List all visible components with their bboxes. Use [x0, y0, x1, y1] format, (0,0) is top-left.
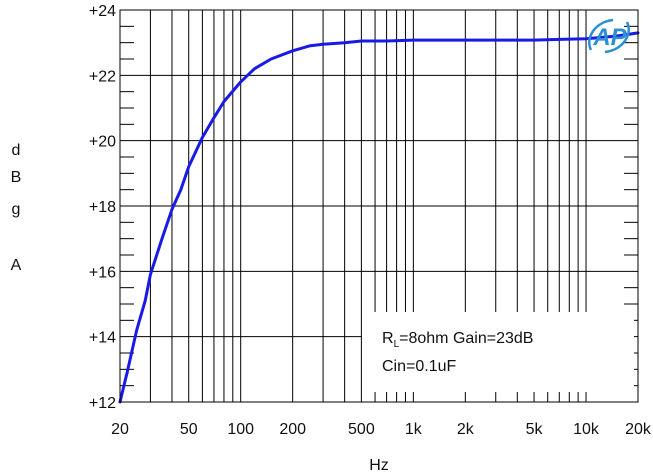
y-tick-labels: +12 +14 +16 +18 +20 +22 +24	[89, 3, 116, 412]
ap-logo-icon: AP	[588, 18, 630, 54]
legend-line-2: Cin=0.1uF	[382, 358, 457, 375]
x-tick-label: 10k	[573, 421, 600, 438]
y-axis-title-letter: d	[12, 142, 21, 159]
series-layer	[118, 31, 640, 404]
y-tick-label: +22	[89, 68, 116, 85]
y-tick-label: +12	[89, 395, 116, 412]
x-tick-label: 500	[348, 421, 375, 438]
y-tick-label: +14	[89, 330, 116, 347]
legend-r-subscript: L	[393, 339, 400, 351]
x-axis-title: Hz	[369, 457, 389, 474]
y-tick-label: +16	[89, 264, 116, 281]
y-axis-title-letter: B	[11, 169, 22, 186]
legend-r: R	[382, 330, 394, 347]
y-tick-label: +18	[89, 199, 116, 216]
x-tick-labels: 20 50 100 200 500 1k 2k 5k 10k 20k	[111, 421, 652, 438]
x-tick-label: 1k	[405, 421, 423, 438]
ap-logo-text: AP	[592, 24, 627, 51]
x-tick-label: 5k	[526, 421, 544, 438]
legend-box: RL=8ohm Gain=23dB Cin=0.1uF	[362, 312, 634, 392]
x-tick-label: 20k	[625, 421, 652, 438]
x-tick-label: 20	[111, 421, 129, 438]
legend-line-1-rest: =8ohm Gain=23dB	[399, 330, 534, 347]
y-axis-title: dBg A	[11, 142, 22, 274]
x-tick-label: 100	[227, 421, 254, 438]
y-tick-label: +24	[89, 3, 116, 20]
x-tick-label: 2k	[457, 421, 475, 438]
series-line	[118, 31, 640, 404]
plot-frame	[119, 9, 639, 403]
x-tick-label: 50	[180, 421, 198, 438]
y-tick-label: +20	[89, 134, 116, 151]
y-axis-title-letter: A	[11, 257, 22, 274]
x-tick-label: 200	[279, 421, 306, 438]
legend-line-1: RL=8ohm Gain=23dB	[382, 330, 533, 350]
y-axis-title-letter: g	[12, 201, 21, 218]
